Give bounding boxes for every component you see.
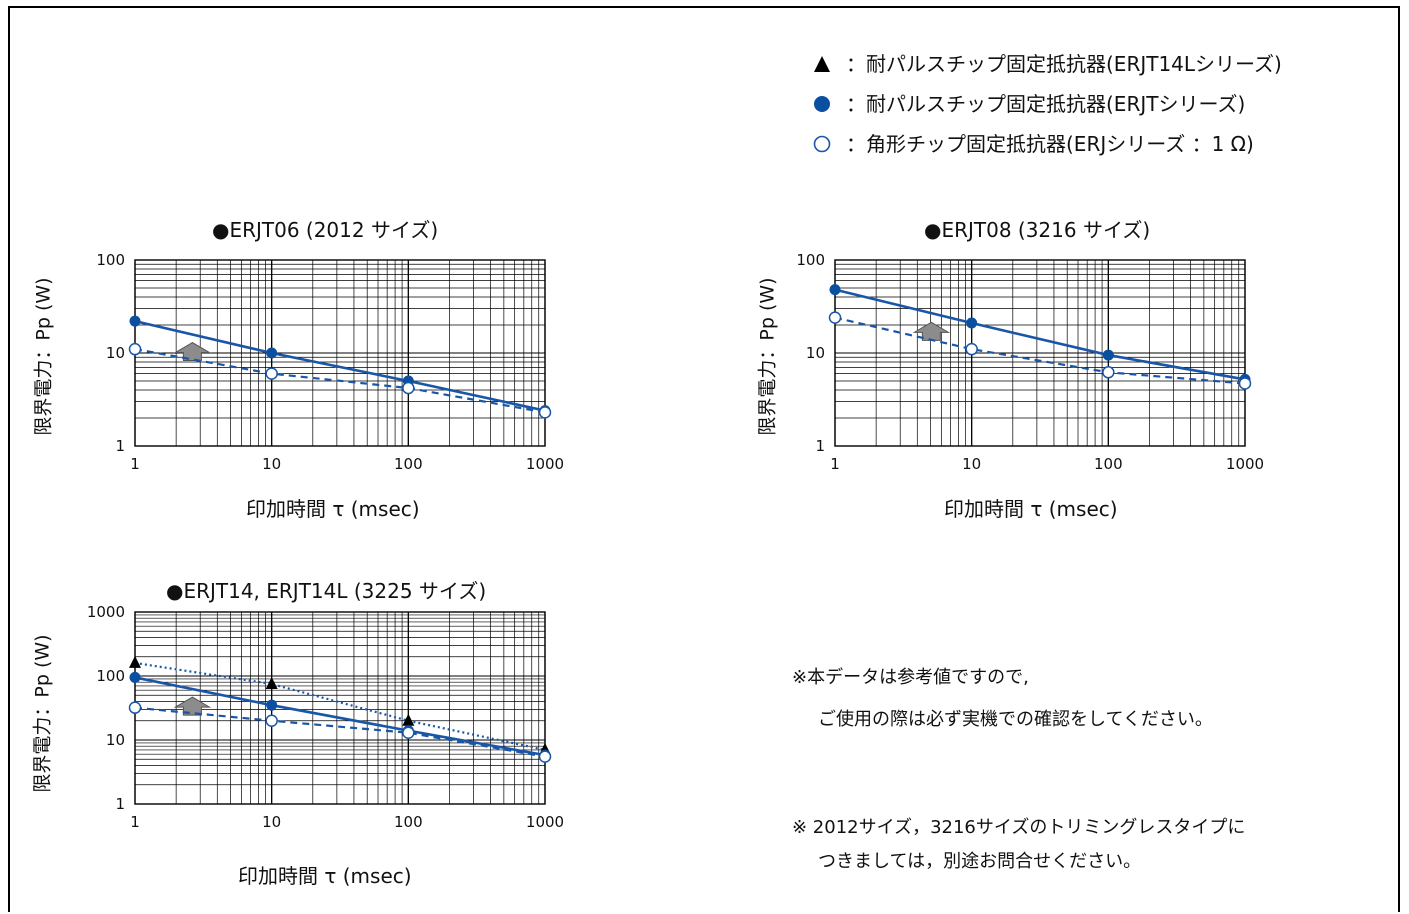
chart3-xlabel: 印加時間 τ (msec) [238,864,412,888]
series-line-circle-filled [134,676,546,757]
data-point-open-circle [1238,377,1252,390]
chart2-xlabel: 印加時間 τ (msec) [944,497,1118,521]
y-tick-label: 1000 [87,604,125,621]
data-point-open-circle [538,750,552,763]
chart3-plot: 1 10 100 1000 1 10 100 1000 [87,604,564,831]
filled-circle-icon [814,96,830,112]
figure-frame [8,6,1400,912]
data-point-open-circle [128,342,142,356]
chart2-ylabel: 限界電力：Pp (W) [756,277,779,436]
x-tick-label: 1000 [526,455,564,473]
x-tick-label: 1 [830,455,840,473]
data-point-filled-circle [129,671,141,683]
chart1-plot: 1 10 100 1000 1 10 100 [96,252,564,473]
data-point-open-circle [538,406,552,419]
improvement-arrow-icon [173,341,212,362]
series-line-circle-filled [134,319,546,412]
series-line-circle-open [834,316,1246,385]
data-point-open-circle [265,367,278,380]
data-point-triangle [129,655,141,668]
y-tick-label: 10 [106,344,125,362]
legend-item-filled-circle: ：耐パルスチップ固定抵抗器(ERJTシリーズ) [812,84,1282,124]
chart1-xlabel: 印加時間 τ (msec) [246,497,420,521]
legend-label-erj: ：角形チップ固定抵抗器(ERJシリーズ ：1 Ω) [846,132,1254,156]
data-point-open-circle [1102,366,1115,379]
data-point-open-circle [402,381,415,395]
x-tick-label: 1000 [1226,455,1264,473]
chart2-grid [834,259,1246,447]
x-tick-label: 100 [394,455,423,473]
open-circle-icon [813,135,831,153]
data-point-triangle [265,676,278,689]
data-point-filled-circle [266,699,278,711]
data-point-open-circle [828,311,842,324]
data-point-filled-circle [829,284,841,296]
note-trimless-line2: つきましては，別途お問合せください。 [818,851,1142,872]
y-tick-label: 1 [115,795,125,813]
x-tick-label: 1000 [526,813,564,831]
note-reference-line2: ご使用の際は必ず実機での確認をしてください。 [818,709,1213,730]
y-tick-label: 1 [115,437,125,455]
x-tick-label: 100 [1094,455,1123,473]
improvement-arrow-icon [173,696,212,716]
y-tick-label: 1 [815,437,825,455]
chart1-title: ●ERJT06 (2012 サイズ) [212,218,439,242]
series-line-circle-filled [834,288,1246,381]
data-point-filled-circle [1102,349,1114,361]
chart3-title: ●ERJT14, ERJT14L (3225 サイズ) [166,579,487,603]
data-point-filled-circle [966,317,978,329]
chart1-ylabel: 限界電力：Pp (W) [32,277,55,436]
data-point-filled-circle [266,347,278,359]
x-tick-label: 1 [130,813,140,831]
x-tick-label: 10 [262,455,281,473]
legend-item-triangle: ：耐パルスチップ固定抵抗器(ERJT14Lシリーズ) [812,44,1282,84]
plot-border [834,259,1246,447]
series-line-circle-open [134,706,546,758]
x-tick-label: 10 [962,455,981,473]
chart2-title: ●ERJT08 (3216 サイズ) [924,218,1151,242]
data-point-open-circle [402,726,415,739]
y-tick-label: 100 [96,667,125,685]
legend-label-erjt: ：耐パルスチップ固定抵抗器(ERJTシリーズ) [846,92,1246,116]
series-line-circle-open [134,348,546,414]
note-trimless-line1: ※ 2012サイズ，3216サイズのトリミングレスタイプに [792,817,1246,838]
note-reference-line1: ※本データは参考値ですので, [792,667,1029,688]
legend-item-open-circle: ：角形チップ固定抵抗器(ERJシリーズ ：1 Ω) [812,124,1282,164]
y-tick-label: 100 [796,252,825,269]
x-tick-label: 10 [262,813,281,831]
data-point-open-circle [128,701,142,714]
chart2-plot: 1 10 100 1000 1 10 100 [796,252,1264,473]
data-point-open-circle [965,342,978,356]
data-point-filled-circle [129,315,141,327]
y-tick-label: 10 [806,344,825,362]
x-tick-label: 100 [394,813,423,831]
legend-label-erjt14l: ：耐パルスチップ固定抵抗器(ERJT14Lシリーズ) [846,52,1282,76]
filled-triangle-icon [814,56,830,72]
chart3-ylabel: 限界電力：Pp (W) [31,634,54,793]
data-point-open-circle [265,714,278,727]
x-tick-label: 1 [130,455,140,473]
y-tick-label: 10 [106,731,125,749]
y-tick-label: 100 [96,252,125,269]
legend: ：耐パルスチップ固定抵抗器(ERJT14Lシリーズ) ：耐パルスチップ固定抵抗器… [812,44,1282,164]
data-point-triangle [402,713,415,726]
